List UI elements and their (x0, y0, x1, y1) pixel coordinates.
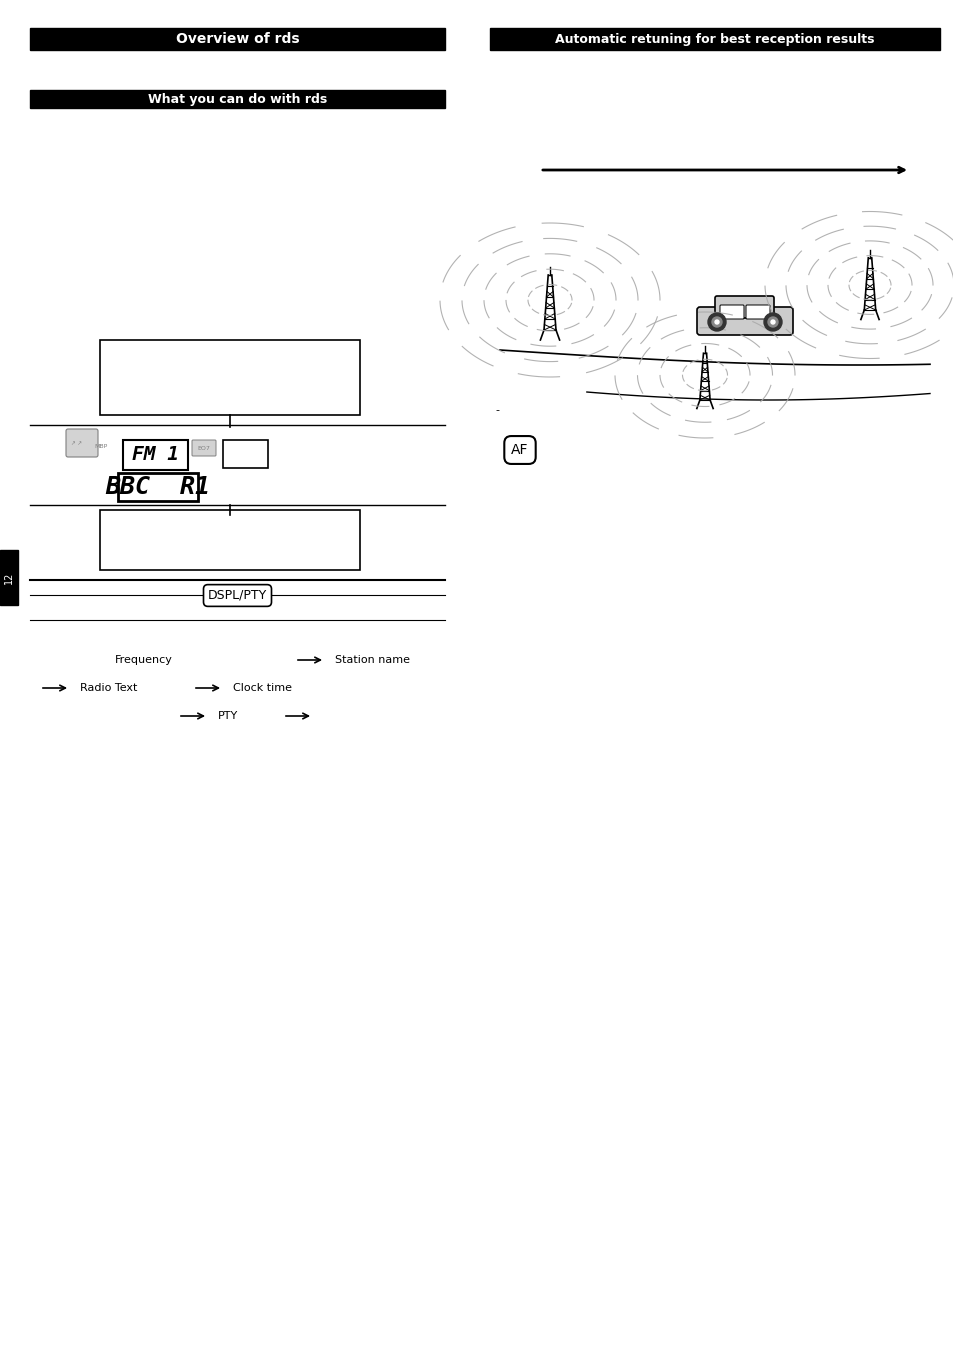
Text: -: - (495, 406, 498, 415)
Circle shape (707, 314, 725, 331)
Text: Overview of rds: Overview of rds (175, 32, 299, 46)
Bar (0, 550, 18, 604)
Text: Frequency: Frequency (115, 654, 172, 665)
Text: PTY: PTY (218, 711, 238, 721)
Circle shape (767, 316, 778, 327)
Text: Station name: Station name (335, 654, 410, 665)
Text: What you can do with rds: What you can do with rds (148, 92, 327, 105)
FancyBboxPatch shape (66, 429, 98, 457)
Text: MBP: MBP (94, 445, 107, 449)
FancyBboxPatch shape (745, 306, 769, 319)
Text: 12: 12 (4, 572, 14, 584)
FancyBboxPatch shape (714, 296, 773, 318)
Circle shape (714, 320, 719, 324)
Text: ↗ ↗: ↗ ↗ (71, 441, 82, 446)
Bar (100, 339, 359, 415)
Circle shape (763, 314, 781, 331)
FancyBboxPatch shape (697, 307, 792, 335)
Bar (123, 439, 188, 470)
Text: DSPL/PTY: DSPL/PTY (208, 589, 267, 602)
FancyBboxPatch shape (192, 439, 215, 456)
Bar (118, 473, 198, 502)
Circle shape (770, 320, 774, 324)
Bar (223, 439, 268, 468)
Text: FM 1: FM 1 (132, 446, 179, 465)
FancyBboxPatch shape (720, 306, 743, 319)
Bar (30, 28, 444, 50)
Text: Radio Text: Radio Text (80, 683, 137, 694)
Circle shape (711, 316, 721, 327)
Text: Automatic retuning for best reception results: Automatic retuning for best reception re… (555, 32, 874, 46)
Bar (30, 91, 444, 108)
Text: AF: AF (511, 443, 528, 457)
Text: EO7: EO7 (197, 446, 211, 450)
Text: BBC  R1: BBC R1 (106, 475, 211, 499)
Bar (490, 28, 939, 50)
Bar (100, 510, 359, 571)
Text: Clock time: Clock time (233, 683, 292, 694)
